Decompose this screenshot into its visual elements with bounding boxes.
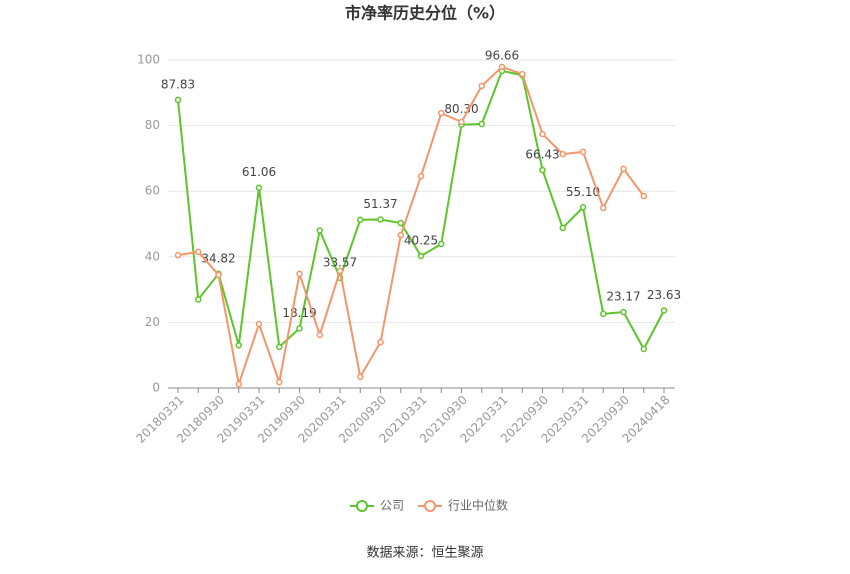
point xyxy=(235,380,242,388)
point xyxy=(276,343,283,351)
data-label: 55.10 xyxy=(566,185,600,199)
point xyxy=(559,150,566,158)
point xyxy=(519,70,526,78)
data-label: 66.43 xyxy=(525,148,559,162)
point xyxy=(357,216,364,223)
point xyxy=(316,227,323,234)
y-tick-label: 20 xyxy=(145,315,160,329)
point xyxy=(458,118,465,126)
point xyxy=(357,373,364,381)
point xyxy=(377,338,384,346)
point xyxy=(600,310,607,318)
point xyxy=(397,231,404,239)
point xyxy=(438,109,445,117)
y-tick-label: 60 xyxy=(145,184,160,198)
point xyxy=(478,120,485,128)
point xyxy=(336,267,344,275)
data-label: 61.06 xyxy=(242,165,276,179)
data-label: 80.30 xyxy=(444,102,478,116)
point xyxy=(417,252,425,260)
point xyxy=(478,82,485,90)
y-tick-label: 0 xyxy=(152,381,160,395)
legend-label: 行业中位数 xyxy=(448,498,508,513)
data-label: 23.63 xyxy=(647,288,681,302)
data-label: 34.82 xyxy=(201,251,235,265)
series-line xyxy=(177,69,665,352)
point xyxy=(174,96,182,104)
data-label: 33.57 xyxy=(323,255,357,269)
point xyxy=(579,148,587,156)
y-tick-label: 80 xyxy=(145,118,160,132)
point xyxy=(660,307,668,314)
source: 数据来源：恒生聚源 xyxy=(366,546,483,561)
point xyxy=(377,216,384,223)
y-tick-label: 100 xyxy=(137,53,160,67)
point xyxy=(579,204,587,211)
data-label: 51.37 xyxy=(363,197,397,211)
point xyxy=(539,166,546,174)
legend-marker xyxy=(356,500,368,512)
point xyxy=(296,325,303,332)
point xyxy=(215,271,222,279)
point xyxy=(417,172,425,180)
point xyxy=(397,219,404,227)
point xyxy=(255,184,263,191)
series-line xyxy=(177,65,645,389)
point xyxy=(195,248,202,256)
data-label: 23.17 xyxy=(606,290,640,304)
legend-label: 公司 xyxy=(380,499,404,513)
chart-title: 市净率历史分位（%） xyxy=(345,4,505,23)
point xyxy=(276,378,283,386)
point xyxy=(640,345,647,353)
y-tick-label: 40 xyxy=(145,249,160,263)
point xyxy=(235,342,242,349)
point xyxy=(620,165,627,173)
point xyxy=(438,240,445,248)
data-label: 87.83 xyxy=(161,77,195,91)
point xyxy=(195,296,202,303)
point xyxy=(620,308,627,316)
point xyxy=(600,204,607,212)
point xyxy=(539,130,546,138)
legend-marker xyxy=(424,500,437,512)
point xyxy=(174,251,182,259)
data-label: 40.25 xyxy=(404,233,438,247)
point xyxy=(559,224,566,232)
point xyxy=(640,192,647,200)
point xyxy=(316,331,323,339)
point xyxy=(255,320,263,328)
point xyxy=(296,270,303,278)
point xyxy=(498,63,506,71)
data-label: 96.66 xyxy=(485,48,519,62)
